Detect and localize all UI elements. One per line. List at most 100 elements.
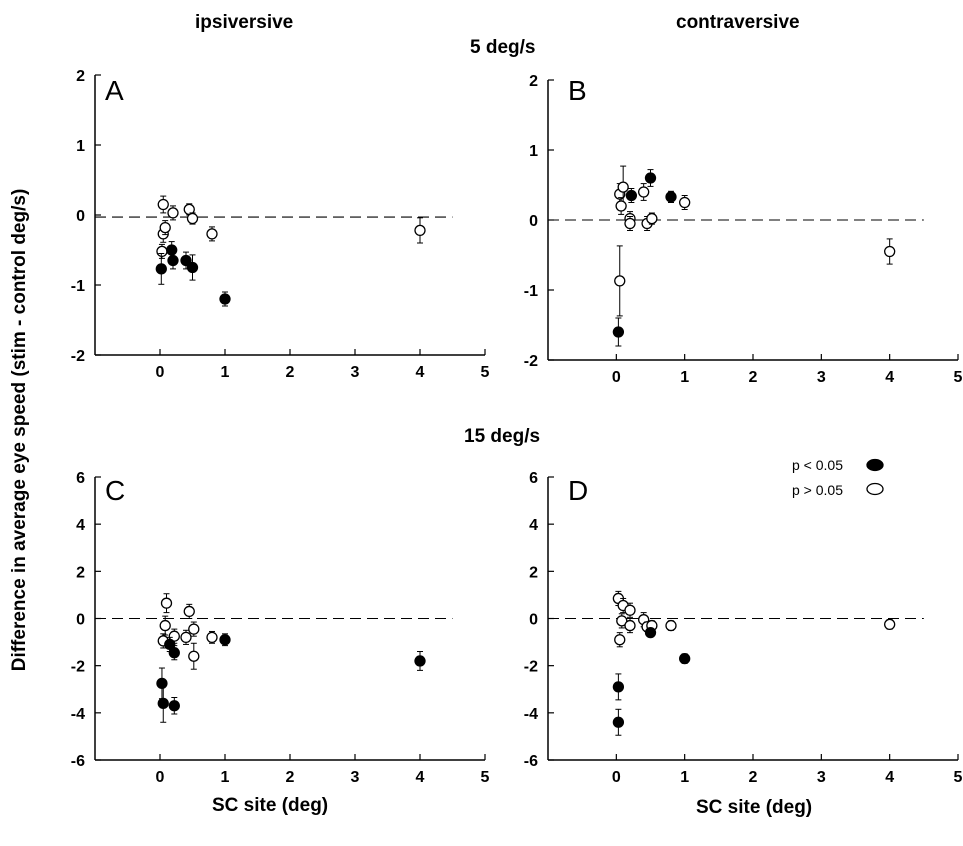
data-point-nonsignificant (167, 207, 179, 219)
data-point-significant (679, 652, 691, 665)
data-point-significant (156, 677, 168, 690)
legend-marker-open (866, 482, 884, 496)
data-point-significant (612, 716, 625, 728)
data-point-nonsignificant (159, 221, 171, 234)
data-point-significant (168, 647, 180, 659)
data-point-significant (644, 627, 657, 639)
data-point-significant (644, 172, 657, 184)
data-point-nonsignificant (614, 275, 626, 287)
data-point-nonsignificant (159, 619, 171, 632)
legend: p < 0.05 p > 0.05 (792, 457, 884, 498)
data-point-significant (219, 293, 231, 305)
y-tick-label: -2 (71, 348, 85, 365)
data-point-nonsignificant (156, 245, 168, 258)
y-tick-label: 1 (529, 143, 538, 160)
x-tick-label: 1 (680, 769, 689, 786)
data-point-significant (612, 681, 625, 693)
x-tick-label: 0 (156, 769, 165, 786)
y-tick-label: 6 (529, 470, 538, 487)
y-tick-label: 6 (76, 470, 85, 487)
panel-letter-d: D (568, 475, 588, 506)
y-tick-label: -4 (524, 706, 538, 723)
panel-d: -6 -4 -2 0 2 4 6 0 1 2 3 4 5 D (524, 470, 963, 786)
x-tick-label: 4 (885, 369, 894, 386)
panel-a: -2 -1 0 1 2 0 1 2 3 4 5 A (71, 68, 490, 381)
x-tick-label: 1 (221, 364, 230, 381)
x-tick-label: 4 (885, 769, 894, 786)
data-point-nonsignificant (188, 623, 200, 635)
y-tick-label: 2 (76, 564, 85, 581)
panel-letter-c: C (105, 475, 125, 506)
y-tick-label: 0 (529, 612, 538, 629)
x-tick-label: 1 (221, 769, 230, 786)
y-tick-label: -2 (71, 659, 85, 676)
y-tick-label: 2 (529, 73, 538, 90)
data-point-nonsignificant (414, 224, 426, 237)
x-tick-label: 0 (156, 364, 165, 381)
y-tick-label: -6 (524, 753, 538, 770)
data-point-significant (665, 191, 677, 203)
row-title-15degs: 15 deg/s (464, 426, 541, 447)
panel-letter-b: B (568, 75, 587, 106)
legend-label-nonsignificant: p > 0.05 (792, 482, 843, 498)
column-title-ipsiversive: ipsiversive (195, 12, 294, 33)
x-tick-label: 4 (416, 364, 425, 381)
y-tick-label: 2 (529, 564, 538, 581)
x-tick-label: 3 (351, 364, 360, 381)
data-point-nonsignificant (624, 619, 636, 632)
x-tick-label: 0 (612, 369, 621, 386)
panel-letter-a: A (105, 75, 124, 106)
data-point-nonsignificant (160, 597, 173, 609)
data-point-significant (219, 634, 231, 646)
column-title-contraversive: contraversive (676, 12, 800, 33)
x-tick-label: 3 (817, 369, 826, 386)
data-point-nonsignificant (616, 615, 628, 627)
y-tick-label: -2 (524, 353, 538, 370)
x-tick-label: 2 (749, 369, 758, 386)
y-tick-label: -4 (71, 706, 85, 723)
data-point-significant (167, 254, 179, 267)
data-point-significant (186, 261, 199, 274)
data-point-nonsignificant (157, 198, 169, 211)
y-tick-label: 4 (529, 517, 538, 534)
row-title-5degs: 5 deg/s (470, 37, 536, 58)
data-point-nonsignificant (188, 650, 200, 662)
x-tick-label: 3 (817, 769, 826, 786)
data-point-nonsignificant (615, 200, 627, 212)
data-point-nonsignificant (624, 604, 636, 616)
data-point-nonsignificant (206, 228, 218, 240)
y-tick-label: 0 (76, 208, 85, 225)
data-point-significant (166, 244, 178, 256)
x-tick-label: 2 (286, 364, 295, 381)
y-tick-label: -2 (524, 659, 538, 676)
data-point-nonsignificant (665, 619, 677, 632)
data-point-significant (625, 189, 638, 202)
panel-b: -2 -1 0 1 2 0 1 2 3 4 5 B (524, 73, 963, 386)
data-point-significant (168, 700, 180, 712)
x-tick-label: 0 (612, 769, 621, 786)
x-tick-label: 5 (954, 769, 963, 786)
x-tick-label: 1 (680, 369, 689, 386)
data-point-nonsignificant (183, 605, 195, 618)
data-point-significant (180, 254, 192, 267)
data-point-significant (414, 655, 426, 667)
x-tick-label: 5 (954, 369, 963, 386)
data-point-nonsignificant (679, 196, 691, 209)
y-tick-label: 1 (76, 138, 85, 155)
x-tick-label: 2 (286, 769, 295, 786)
y-tick-label: -1 (524, 283, 538, 300)
data-point-significant (155, 263, 167, 275)
x-tick-label: 4 (416, 769, 425, 786)
data-point-nonsignificant (646, 212, 658, 225)
data-point-nonsignificant (180, 631, 192, 644)
y-tick-label: 0 (76, 612, 85, 629)
data-point-nonsignificant (884, 618, 896, 631)
x-tick-label: 2 (749, 769, 758, 786)
y-tick-label: 2 (76, 68, 85, 85)
data-point-nonsignificant (624, 217, 636, 230)
x-axis-label-left: SC site (deg) (212, 795, 329, 816)
data-point-nonsignificant (884, 245, 896, 258)
data-point-significant (612, 326, 625, 338)
legend-label-significant: p < 0.05 (792, 457, 843, 473)
